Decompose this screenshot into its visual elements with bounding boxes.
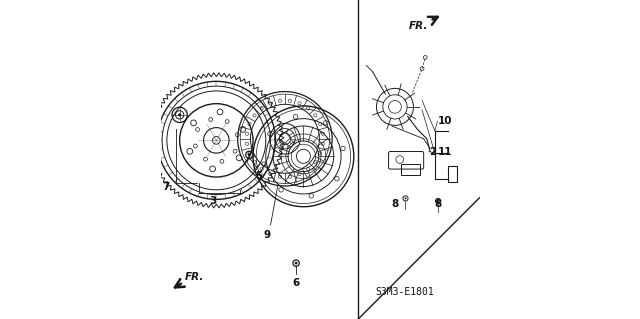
Text: FR.: FR. (185, 272, 204, 282)
Circle shape (248, 153, 251, 156)
Text: 8: 8 (435, 199, 442, 209)
Text: FR.: FR. (409, 21, 428, 31)
Text: 7: 7 (163, 182, 170, 192)
Circle shape (404, 197, 406, 199)
Text: 5: 5 (255, 171, 262, 181)
Circle shape (437, 200, 439, 202)
Bar (401, 164, 420, 175)
Circle shape (178, 113, 181, 116)
Text: 11: 11 (438, 146, 452, 157)
Text: S3M3-E1801: S3M3-E1801 (375, 287, 434, 297)
Text: 2: 2 (429, 146, 436, 157)
Text: 10: 10 (438, 116, 452, 126)
Text: 9: 9 (264, 230, 271, 240)
Bar (447, 166, 457, 182)
Text: 8: 8 (391, 199, 398, 209)
Text: 6: 6 (292, 278, 300, 287)
Circle shape (294, 262, 298, 265)
Text: 3: 3 (209, 196, 217, 206)
